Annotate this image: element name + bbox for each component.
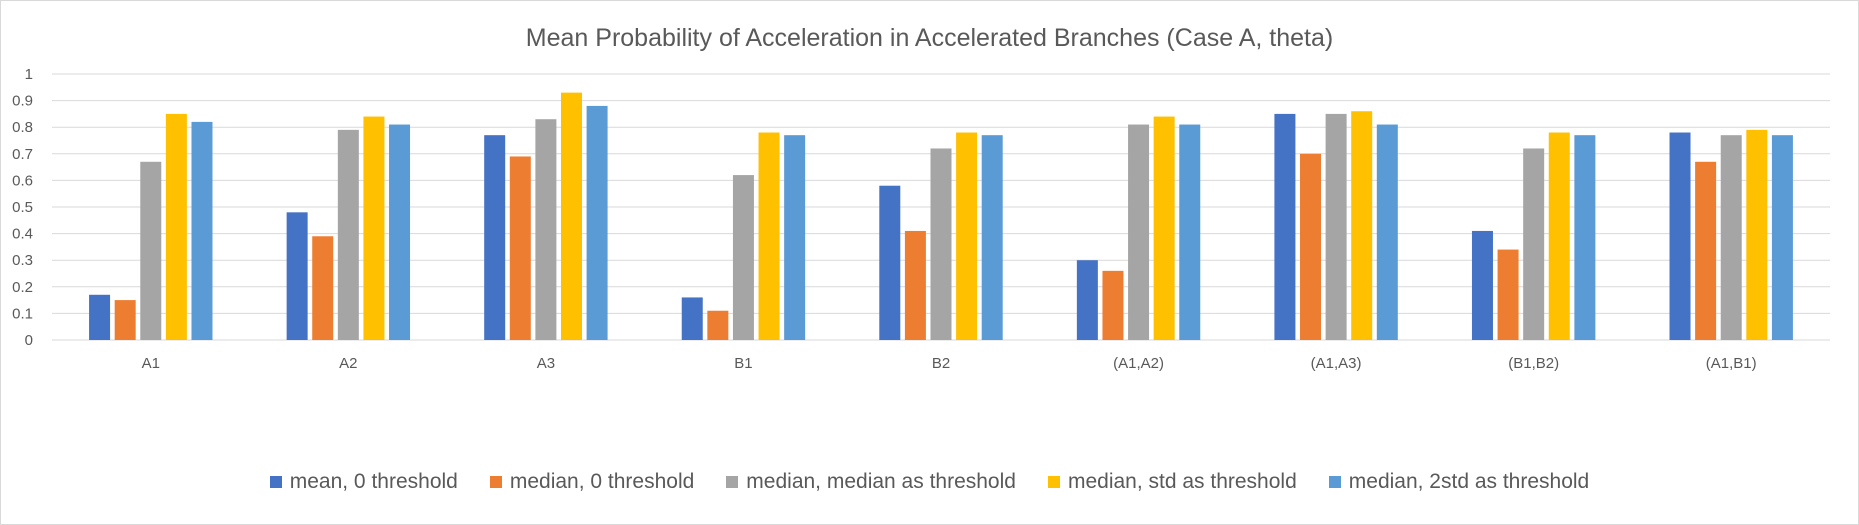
- bar: [89, 294, 111, 340]
- bar: [1720, 135, 1742, 340]
- bar: [140, 161, 162, 340]
- y-tick-label: 0.1: [12, 305, 33, 322]
- bar: [1376, 124, 1398, 340]
- y-tick-label: 0: [25, 332, 33, 349]
- bar: [1325, 113, 1347, 341]
- bar: [191, 121, 213, 340]
- bar: [312, 236, 334, 340]
- bar: [1128, 124, 1150, 340]
- bar: [1548, 132, 1570, 340]
- x-tick-label: (A1,A2): [1113, 355, 1164, 372]
- bar: [1153, 116, 1175, 340]
- y-tick-label: 1: [25, 66, 33, 83]
- y-tick-label: 0.9: [12, 93, 33, 110]
- bar: [1746, 129, 1768, 340]
- legend-swatch: [1047, 476, 1060, 488]
- legend-label: median, 2std as threshold: [1348, 470, 1590, 493]
- bar: [1102, 270, 1124, 340]
- bar: [484, 135, 506, 340]
- bar: [389, 124, 411, 340]
- bar: [707, 310, 729, 340]
- bar: [1695, 161, 1717, 340]
- bar: [904, 230, 926, 340]
- y-tick-label: 0.8: [12, 119, 33, 136]
- bar: [363, 116, 385, 340]
- legend-label: median, 0 threshold: [509, 470, 695, 493]
- bar: [1076, 260, 1098, 340]
- bar: [165, 113, 187, 341]
- y-tick-label: 0.4: [12, 226, 33, 243]
- bar: [509, 156, 531, 340]
- bar: [114, 300, 136, 340]
- bar: [784, 135, 806, 340]
- x-tick-label: (A1,B1): [1706, 355, 1757, 372]
- bar: [758, 132, 780, 340]
- x-tick-label: A3: [537, 355, 555, 372]
- legend-item: median, 2std as threshold: [1328, 470, 1590, 494]
- legend-item: median, std as threshold: [1047, 470, 1297, 494]
- bar: [981, 135, 1003, 340]
- bar: [681, 297, 703, 340]
- y-tick-label: 0.2: [12, 279, 33, 296]
- bar: [560, 92, 582, 341]
- legend-swatch: [269, 476, 282, 488]
- chart-legend: mean, 0 threshold median, 0 threshold medi…: [0, 470, 1859, 494]
- bar: [1669, 132, 1691, 340]
- x-tick-label: B2: [932, 355, 950, 372]
- legend-swatch: [489, 476, 502, 488]
- bar: [879, 185, 901, 340]
- legend-label: median, std as threshold: [1067, 470, 1297, 493]
- bar: [1497, 249, 1519, 340]
- bar: [586, 105, 608, 340]
- bar: [535, 119, 557, 340]
- bar: [1523, 148, 1545, 340]
- y-tick-label: 0.7: [12, 146, 33, 163]
- bar: [1574, 135, 1596, 340]
- x-tick-label: B1: [734, 355, 752, 372]
- bar: [1771, 135, 1793, 340]
- legend-item: mean, 0 threshold: [269, 470, 458, 494]
- legend-item: median, 0 threshold: [489, 470, 695, 494]
- y-tick-label: 0.6: [12, 172, 33, 189]
- legend-label: median, median as threshold: [746, 470, 1016, 493]
- bar: [1300, 153, 1322, 340]
- x-tick-label: A2: [339, 355, 357, 372]
- y-tick-label: 0.3: [12, 252, 33, 269]
- chart-title: Mean Probability of Acceleration in Acce…: [525, 24, 1334, 52]
- x-tick-label: (B1,B2): [1508, 355, 1559, 372]
- legend-swatch: [1328, 476, 1341, 488]
- chart-plot-area: 0 0.1 0.2 0.3 0.4 0.5 0.6 0.7 0.8 0.9 1 A1 A2 A3 B1 B2 (…: [12, 66, 1830, 372]
- x-tick-label: A1: [142, 355, 160, 372]
- bar: [1471, 230, 1493, 340]
- bar: [1274, 113, 1296, 341]
- bar: [1351, 111, 1373, 341]
- bar: [956, 132, 978, 340]
- bar: [286, 212, 308, 340]
- bar: [337, 129, 359, 340]
- bar: [930, 148, 952, 340]
- y-tick-label: 0.5: [12, 199, 33, 216]
- legend-label: mean, 0 threshold: [289, 470, 458, 493]
- bar: [1179, 124, 1201, 340]
- bar: [732, 175, 754, 340]
- legend-item: median, median as threshold: [726, 470, 1016, 494]
- legend-swatch: [726, 476, 739, 488]
- x-tick-label: (A1,A3): [1311, 355, 1362, 372]
